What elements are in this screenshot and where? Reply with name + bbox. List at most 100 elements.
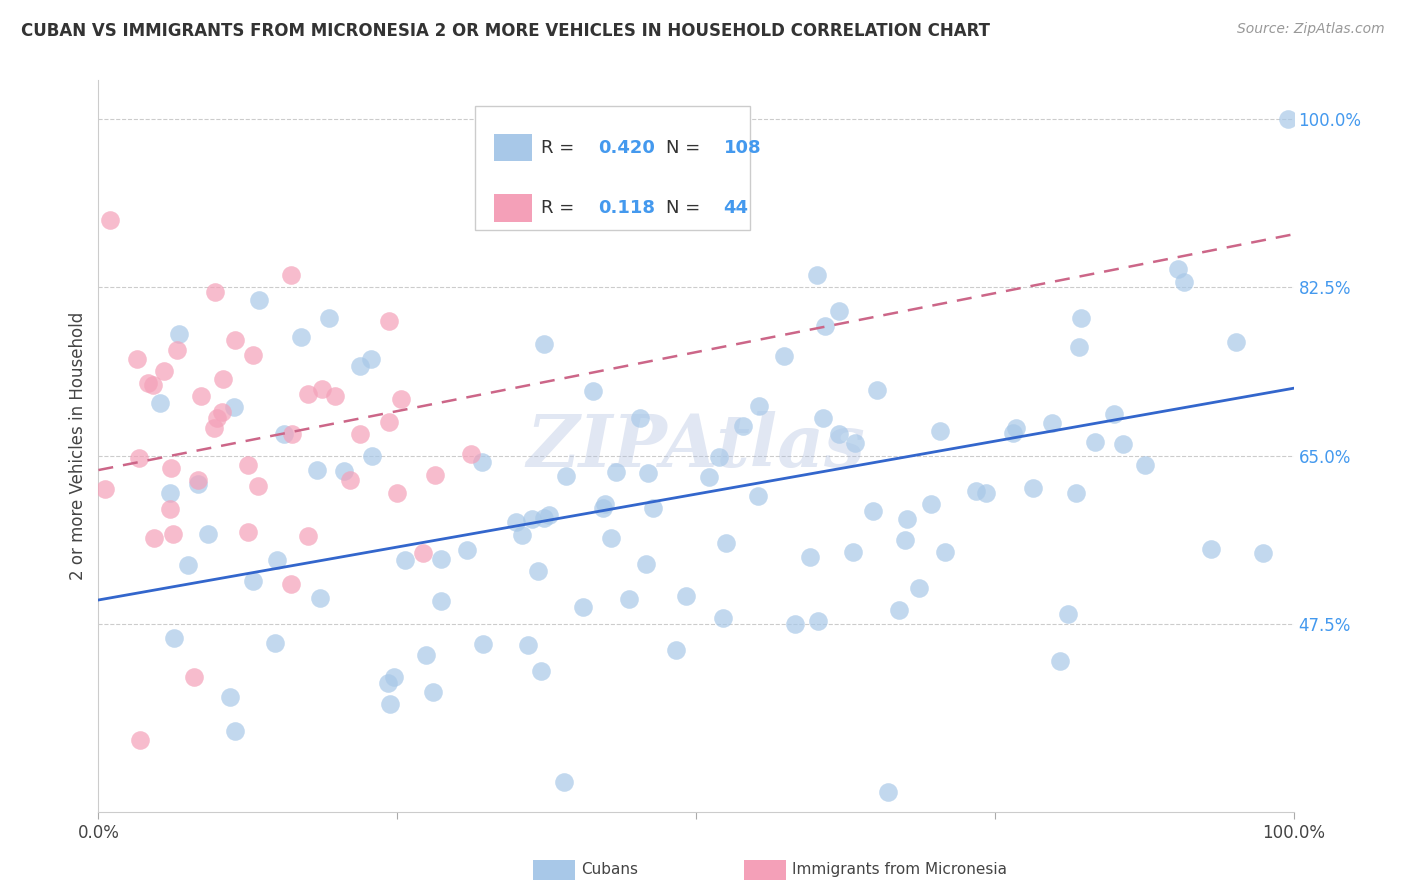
Point <box>162 527 184 541</box>
Point <box>394 552 416 566</box>
Point <box>142 532 165 546</box>
Point <box>643 500 665 515</box>
Point <box>748 399 770 413</box>
Point <box>553 775 575 789</box>
Point <box>430 552 453 566</box>
Point <box>281 427 304 442</box>
Point <box>828 426 851 441</box>
Point <box>339 473 361 487</box>
Point <box>1133 458 1156 473</box>
Point <box>197 527 219 541</box>
Point <box>1001 426 1024 441</box>
Point <box>1070 310 1092 325</box>
Point <box>177 558 200 572</box>
Point <box>222 401 245 415</box>
Point <box>349 359 371 373</box>
Point <box>711 611 734 625</box>
Point <box>1277 112 1299 126</box>
FancyBboxPatch shape <box>494 134 533 161</box>
Point <box>430 594 453 608</box>
Point <box>731 418 754 433</box>
Point <box>361 450 384 464</box>
Point <box>934 545 956 559</box>
Point <box>714 536 737 550</box>
Point <box>323 389 346 403</box>
Point <box>1199 542 1222 557</box>
Point <box>894 533 917 547</box>
Point <box>605 465 627 479</box>
Point <box>460 447 482 461</box>
Point <box>297 529 319 543</box>
Point <box>378 415 401 429</box>
Point <box>785 617 807 632</box>
Point <box>1067 340 1090 354</box>
FancyBboxPatch shape <box>475 106 749 230</box>
Point <box>675 589 697 603</box>
Point <box>305 463 328 477</box>
Point <box>908 582 931 596</box>
Point <box>212 372 235 386</box>
Text: N =: N = <box>666 138 706 157</box>
Point <box>530 664 553 678</box>
Point <box>517 638 540 652</box>
Point <box>377 314 399 328</box>
Point <box>799 550 821 565</box>
Point <box>187 473 209 487</box>
Point <box>538 508 561 522</box>
Point <box>242 574 264 588</box>
Point <box>1225 335 1247 350</box>
Point <box>707 450 730 464</box>
Point <box>1064 486 1087 500</box>
Point <box>128 451 150 466</box>
Point <box>929 424 952 438</box>
Point <box>887 603 910 617</box>
Point <box>382 670 405 684</box>
FancyBboxPatch shape <box>494 194 533 222</box>
Point <box>866 383 889 397</box>
Point <box>1173 275 1195 289</box>
Point <box>167 327 190 342</box>
Point <box>527 565 550 579</box>
Point <box>533 511 555 525</box>
Point <box>628 411 651 425</box>
Point <box>1040 416 1063 430</box>
Point <box>204 285 226 299</box>
Point <box>183 670 205 684</box>
Point <box>814 319 837 334</box>
Text: R =: R = <box>541 138 579 157</box>
Point <box>202 421 225 435</box>
Text: N =: N = <box>666 199 706 218</box>
Point <box>423 467 446 482</box>
Point <box>1084 434 1107 449</box>
Text: R =: R = <box>541 199 579 218</box>
Point <box>636 557 658 571</box>
Point <box>1102 407 1125 421</box>
Point <box>149 396 172 410</box>
Point <box>974 486 997 500</box>
Point <box>572 599 595 614</box>
Y-axis label: 2 or more Vehicles in Household: 2 or more Vehicles in Household <box>69 312 87 580</box>
Point <box>98 212 122 227</box>
Point <box>619 592 641 607</box>
Point <box>247 293 270 307</box>
Point <box>1253 546 1275 560</box>
Point <box>471 455 494 469</box>
Point <box>505 516 527 530</box>
Point <box>311 383 333 397</box>
Point <box>349 426 371 441</box>
Point <box>1167 262 1189 277</box>
Point <box>332 464 354 478</box>
Point <box>280 268 302 283</box>
Point <box>920 498 942 512</box>
Point <box>502 194 524 209</box>
Point <box>142 377 165 392</box>
Text: 44: 44 <box>724 199 748 218</box>
Point <box>415 648 437 662</box>
Point <box>136 376 159 390</box>
Point <box>160 461 183 475</box>
Point <box>190 389 212 403</box>
Point <box>877 785 900 799</box>
Point <box>456 543 478 558</box>
Point <box>637 466 659 480</box>
Point <box>582 384 605 398</box>
